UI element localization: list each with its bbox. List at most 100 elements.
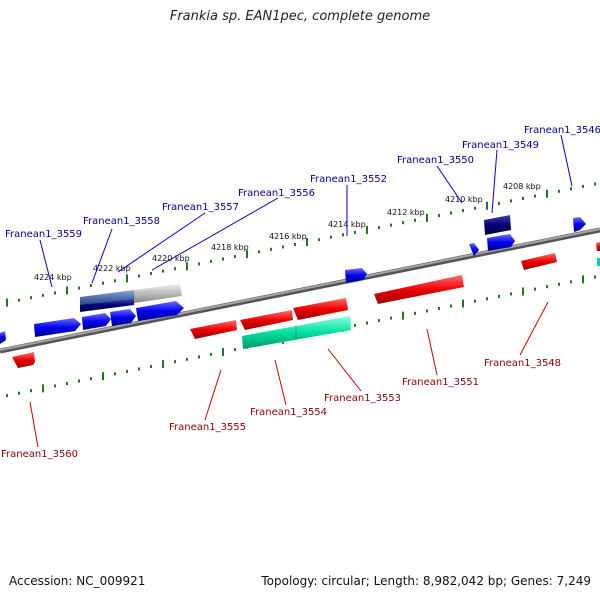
gene-arrow-forward-3552[interactable] — [345, 268, 367, 283]
minor-tick — [90, 377, 92, 381]
minor-tick — [378, 319, 380, 323]
gene-arrow-reverse-3551[interactable] — [374, 275, 464, 304]
gene-label[interactable]: Franean1_3550 — [397, 155, 474, 166]
minor-tick — [510, 199, 512, 203]
gene-arrow-reverse-3548[interactable] — [521, 253, 557, 270]
minor-tick — [570, 187, 572, 191]
gene-label[interactable]: Franean1_3556 — [238, 188, 315, 199]
minor-tick — [150, 272, 152, 275]
gene-label[interactable]: Franean1_3552 — [310, 174, 387, 185]
minor-tick — [66, 382, 68, 385]
major-tick — [126, 274, 128, 283]
minor-tick — [234, 255, 236, 259]
gene-arrow-forward-3546[interactable] — [573, 217, 586, 232]
gene-label[interactable]: Franean1_3555 — [169, 422, 246, 433]
gene-label[interactable]: Franean1_3560 — [1, 449, 78, 460]
minor-tick — [162, 269, 164, 273]
minor-tick — [174, 267, 176, 271]
reverse-strand-genes — [12, 242, 600, 368]
minor-tick — [510, 292, 512, 296]
gene-arrow-forward-3557[interactable] — [80, 290, 134, 306]
minor-tick — [582, 184, 584, 188]
gene-arrow-forward[interactable] — [469, 243, 479, 256]
minor-tick — [534, 194, 536, 198]
minor-tick — [126, 369, 128, 373]
minor-tick — [138, 367, 140, 371]
minor-tick — [486, 297, 488, 301]
forward-label-leaders — [39, 134, 573, 288]
accession-text: Accession: NC_009921 — [9, 574, 146, 588]
major-tick — [426, 213, 428, 222]
minor-tick — [498, 294, 500, 298]
forward-gene-labels: Franean1_3559 Franean1_3558 Franean1_355… — [5, 125, 600, 240]
minor-tick — [102, 281, 104, 285]
minor-tick — [222, 257, 224, 261]
minor-tick — [174, 360, 176, 364]
kbp-tick-track-top — [6, 182, 596, 307]
reverse-gene-labels: Franean1_3560 Franean1_3555 Franean1_355… — [1, 358, 561, 460]
gene-arrow-forward-3549[interactable] — [484, 215, 511, 235]
minor-tick — [558, 189, 560, 193]
minor-tick — [390, 316, 392, 320]
minor-tick — [366, 321, 368, 325]
gene-arrow-forward[interactable] — [136, 301, 184, 321]
gene-arrow-reverse-3555[interactable] — [190, 320, 237, 339]
kbp-label: 4220 kbp — [152, 254, 190, 263]
gene-arrow-forward[interactable] — [82, 313, 111, 330]
minor-tick — [426, 309, 428, 313]
gene-label[interactable]: Franean1_3548 — [484, 358, 561, 369]
gene-label[interactable]: Franean1_3557 — [162, 202, 239, 213]
minor-tick — [330, 235, 332, 239]
minor-tick — [6, 394, 8, 398]
major-tick — [246, 250, 248, 259]
major-tick — [546, 189, 548, 198]
gene-arrow-partial[interactable] — [597, 258, 600, 266]
minor-tick — [438, 214, 440, 217]
gene-label[interactable]: Franean1_3554 — [250, 407, 327, 418]
major-tick — [6, 298, 8, 307]
minor-tick — [594, 182, 596, 186]
major-tick — [162, 360, 164, 369]
minor-tick — [294, 243, 296, 246]
minor-tick — [450, 304, 452, 308]
gene-arrow-reverse-3553[interactable] — [293, 298, 348, 320]
minor-tick — [354, 230, 356, 234]
gene-arrow-forward-3550[interactable] — [487, 234, 515, 251]
minor-tick — [258, 250, 260, 254]
gene-arrow-forward-3556[interactable] — [134, 284, 182, 303]
minor-tick — [78, 379, 80, 383]
gene-arrow-forward-3558[interactable] — [80, 299, 134, 312]
gene-label[interactable]: Franean1_3549 — [462, 140, 539, 151]
minor-tick — [342, 233, 344, 237]
gene-label[interactable]: Franean1_3546 — [524, 125, 600, 136]
kbp-label: 4216 kbp — [269, 232, 307, 241]
gene-label[interactable]: Franean1_3553 — [324, 393, 401, 404]
gene-label[interactable]: Franean1_3559 — [5, 229, 82, 240]
minor-tick — [450, 211, 452, 215]
major-tick — [462, 299, 464, 308]
gene-arrow-reverse[interactable] — [596, 242, 600, 251]
gene-arrow-forward[interactable] — [34, 318, 81, 337]
minor-tick — [570, 280, 572, 284]
minor-tick — [18, 298, 20, 302]
minor-tick — [414, 311, 416, 315]
gene-arrow-forward[interactable] — [110, 309, 136, 326]
gene-label[interactable]: Franean1_3551 — [402, 377, 479, 388]
gene-arrow-reverse-3560[interactable] — [12, 352, 35, 368]
gene-arrow-forward[interactable] — [0, 331, 6, 344]
minor-tick — [354, 323, 356, 327]
minor-tick — [186, 357, 188, 361]
minor-tick — [414, 218, 416, 222]
major-tick — [222, 348, 224, 356]
major-tick — [582, 275, 584, 284]
minor-tick — [78, 286, 80, 290]
minor-tick — [390, 223, 392, 227]
kbp-label: 4212 kbp — [387, 208, 425, 217]
minor-tick — [318, 238, 320, 242]
genome-backbone — [0, 227, 600, 354]
major-tick — [306, 238, 308, 247]
gene-arrow-reverse[interactable] — [240, 310, 293, 330]
gene-label[interactable]: Franean1_3558 — [83, 216, 160, 227]
minor-tick — [282, 245, 284, 249]
major-tick — [42, 384, 44, 393]
